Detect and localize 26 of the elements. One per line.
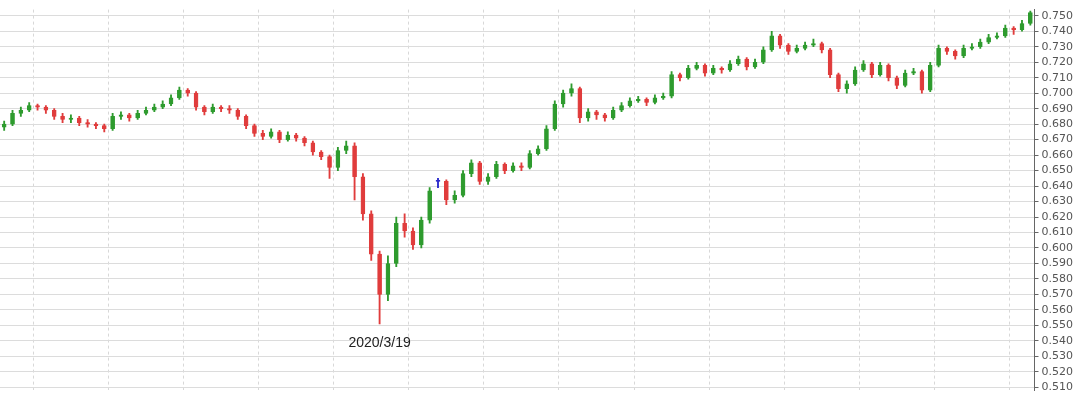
y-tick-label: 0.610 (1041, 225, 1074, 239)
y-tick-label: 0.530 (1041, 349, 1074, 363)
y-tick-label: 0.520 (1041, 364, 1074, 378)
y-tick-label: 0.510 (1041, 380, 1074, 394)
y-tick-label: 0.730 (1041, 39, 1074, 53)
annotation: 2020/3/19 (348, 333, 411, 350)
y-tick-label: 0.560 (1041, 302, 1074, 316)
y-tick-label: 0.620 (1041, 209, 1074, 223)
y-tick-label: 0.640 (1041, 178, 1074, 192)
y-tick-label: 0.690 (1041, 101, 1074, 115)
y-tick-label: 0.630 (1041, 194, 1074, 208)
y-tick-label: 0.740 (1041, 24, 1074, 38)
y-tick-label: 0.750 (1041, 8, 1074, 22)
y-tick-label: 0.590 (1041, 256, 1074, 270)
y-tick-label: 0.650 (1041, 163, 1074, 177)
y-tick-label: 0.550 (1041, 318, 1074, 332)
y-tick-label: 0.540 (1041, 333, 1074, 347)
y-tick-label: 0.600 (1041, 240, 1074, 254)
y-tick-label: 0.660 (1041, 147, 1074, 161)
y-tick-label: 0.710 (1041, 70, 1074, 84)
y-tick-label: 0.570 (1041, 287, 1074, 301)
y-tick-label: 0.580 (1041, 271, 1074, 285)
y-tick-label: 0.680 (1041, 117, 1074, 131)
y-tick-label: 0.720 (1041, 55, 1074, 69)
y-tick-label: 0.670 (1041, 132, 1074, 146)
y-tick-label: 0.700 (1041, 86, 1074, 100)
